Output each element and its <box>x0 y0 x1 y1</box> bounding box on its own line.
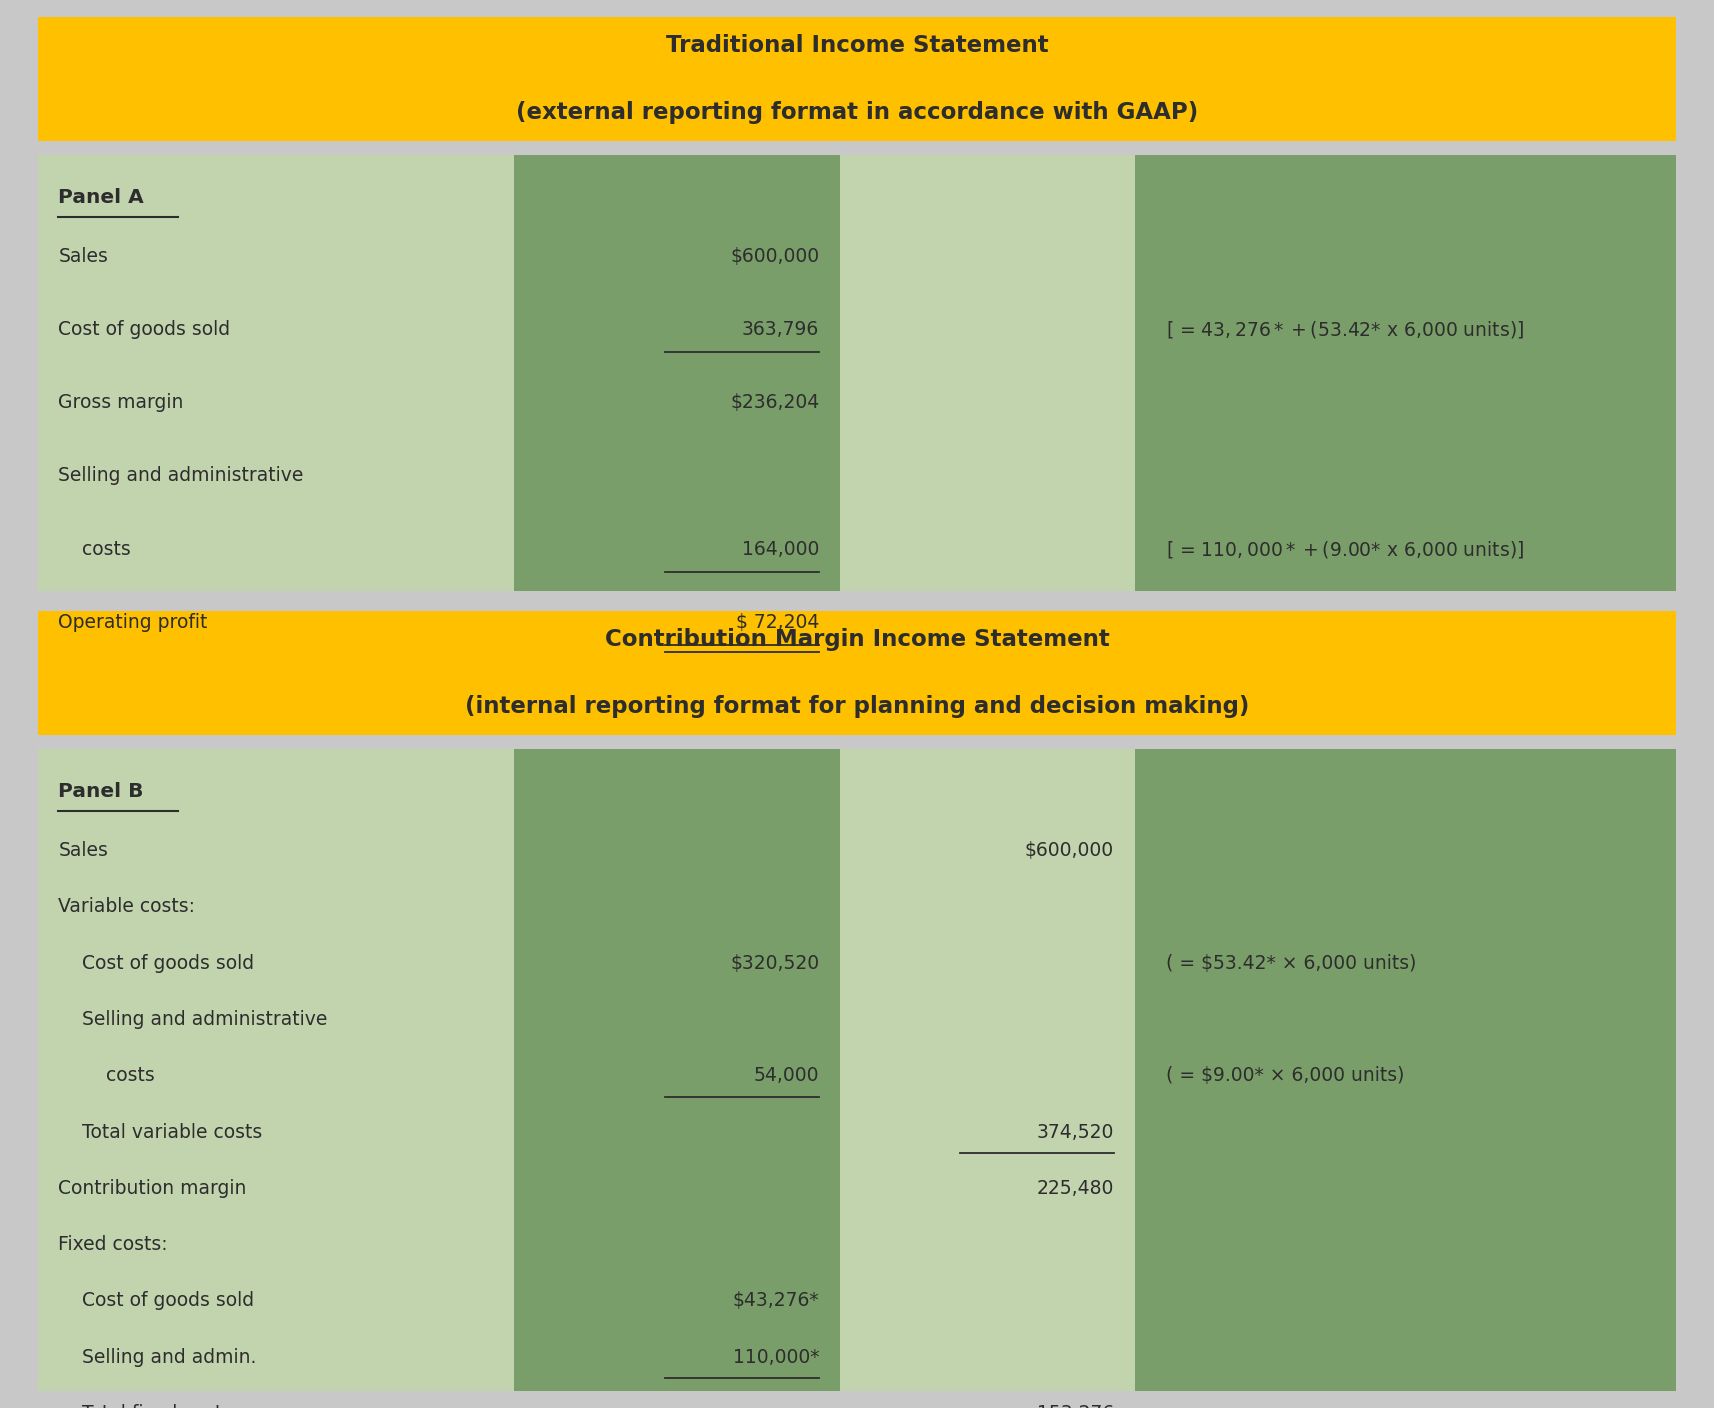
Text: Sales: Sales <box>58 841 108 860</box>
Bar <box>840 155 1135 591</box>
Text: [ = $110,000* + ($9.00* x 6,000 units)]: [ = $110,000* + ($9.00* x 6,000 units)] <box>1166 539 1524 559</box>
Bar <box>840 749 1135 1391</box>
Text: ( = $9.00* × 6,000 units): ( = $9.00* × 6,000 units) <box>1166 1066 1404 1086</box>
Text: Contribution margin: Contribution margin <box>58 1178 247 1198</box>
Text: 110,000*: 110,000* <box>734 1347 819 1367</box>
Text: ( = $53.42* × 6,000 units): ( = $53.42* × 6,000 units) <box>1166 953 1416 973</box>
Bar <box>1135 749 1676 1391</box>
Text: 153,276: 153,276 <box>1037 1404 1114 1408</box>
Text: Total variable costs: Total variable costs <box>58 1122 262 1142</box>
Text: $ 72,204: $ 72,204 <box>735 612 819 632</box>
Bar <box>38 749 514 1391</box>
Text: $236,204: $236,204 <box>730 393 819 413</box>
Bar <box>514 155 840 591</box>
Text: Gross margin: Gross margin <box>58 393 183 413</box>
Bar <box>38 611 1676 735</box>
Text: Sales: Sales <box>58 246 108 266</box>
Bar <box>1135 155 1676 591</box>
Text: $43,276*: $43,276* <box>732 1291 819 1311</box>
Text: 374,520: 374,520 <box>1037 1122 1114 1142</box>
Text: 54,000: 54,000 <box>754 1066 819 1086</box>
Text: Total fixed costs: Total fixed costs <box>58 1404 233 1408</box>
Text: $600,000: $600,000 <box>1025 841 1114 860</box>
Text: 363,796: 363,796 <box>742 320 819 339</box>
Text: $320,520: $320,520 <box>730 953 819 973</box>
Text: Operating profit: Operating profit <box>58 612 207 632</box>
Text: 164,000: 164,000 <box>742 539 819 559</box>
Text: Selling and admin.: Selling and admin. <box>58 1347 257 1367</box>
Text: Selling and administrative: Selling and administrative <box>58 466 303 486</box>
Bar <box>38 155 514 591</box>
Text: Cost of goods sold: Cost of goods sold <box>58 953 254 973</box>
Text: (external reporting format in accordance with GAAP): (external reporting format in accordance… <box>516 101 1198 124</box>
Text: Contribution Margin Income Statement: Contribution Margin Income Statement <box>605 628 1109 650</box>
Text: 225,480: 225,480 <box>1037 1178 1114 1198</box>
Text: Cost of goods sold: Cost of goods sold <box>58 320 230 339</box>
Text: Panel A: Panel A <box>58 187 144 207</box>
Text: [ = $43,276* + ($53.42* x 6,000 units)]: [ = $43,276* + ($53.42* x 6,000 units)] <box>1166 320 1524 339</box>
Bar <box>514 749 840 1391</box>
Text: Traditional Income Statement: Traditional Income Statement <box>665 34 1049 56</box>
Text: Variable costs:: Variable costs: <box>58 897 195 917</box>
Bar <box>38 17 1676 141</box>
Text: $600,000: $600,000 <box>730 246 819 266</box>
Text: costs: costs <box>58 1066 154 1086</box>
Text: Selling and administrative: Selling and administrative <box>58 1010 327 1029</box>
Text: (internal reporting format for planning and decision making): (internal reporting format for planning … <box>464 696 1250 718</box>
Text: Fixed costs:: Fixed costs: <box>58 1235 168 1255</box>
Text: costs: costs <box>58 539 130 559</box>
Text: Panel B: Panel B <box>58 781 144 801</box>
Text: Cost of goods sold: Cost of goods sold <box>58 1291 254 1311</box>
